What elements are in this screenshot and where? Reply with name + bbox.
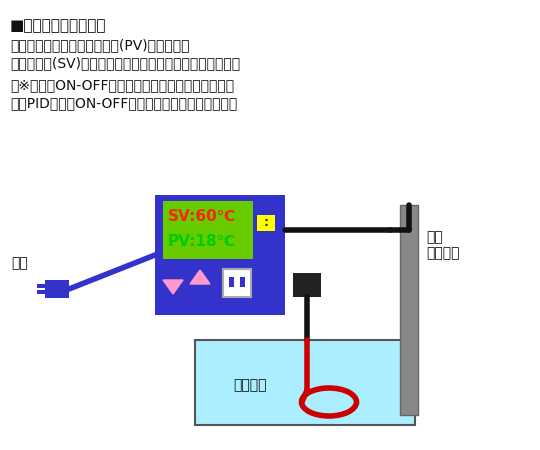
Text: SV:60℃: SV:60℃ [168,208,237,224]
Bar [293,273,321,297]
Text: 電源: 電源 [12,256,29,270]
Bar [163,201,253,259]
Polygon shape [190,270,210,284]
Text: ■温度調節器の仕組み: ■温度調節器の仕組み [10,18,106,33]
Bar [155,195,285,315]
Text: 設定温度(SV)に達するまでヒーターに電気を流します。: 設定温度(SV)に達するまでヒーターに電気を流します。 [10,56,240,70]
Bar [45,280,69,298]
Text: 温度
センサー: 温度 センサー [426,230,460,260]
Bar [37,284,45,288]
Bar [257,215,275,231]
Text: :: : [264,216,268,230]
Bar [37,290,45,294]
Bar [400,205,418,415]
Text: 温度センサーで現在の温度(PV)を感知し、: 温度センサーで現在の温度(PV)を感知し、 [10,38,190,52]
Bar [195,340,415,425]
Polygon shape [163,280,183,294]
Bar [229,277,234,287]
Text: ヒーター: ヒーター [233,378,267,392]
Text: ※電気のON-OFFの度合いを温度制御方式と呼び、: ※電気のON-OFFの度合いを温度制御方式と呼び、 [10,78,234,92]
Bar [240,277,245,287]
Bar [223,269,251,297]
Text: PV:18℃: PV:18℃ [168,234,236,248]
Text: PID制御、ON-OFF制御などの方式があります。: PID制御、ON-OFF制御などの方式があります。 [10,96,237,110]
